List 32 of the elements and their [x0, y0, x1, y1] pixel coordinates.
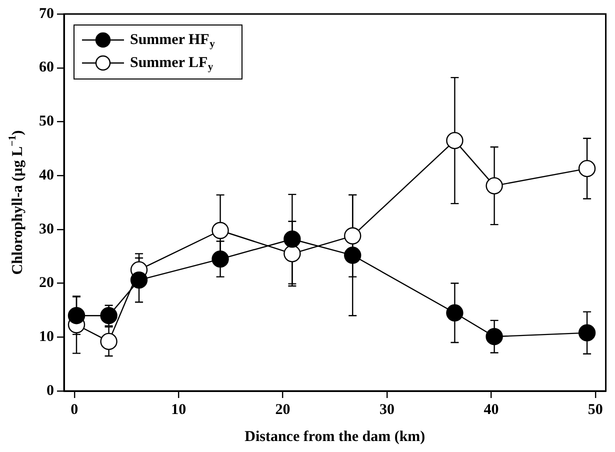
y-tick-label: 50: [39, 114, 54, 130]
point: [446, 304, 464, 322]
y-tick-label: 70: [39, 6, 54, 22]
point: [578, 324, 596, 342]
x-tick-label: 20: [275, 402, 290, 418]
point: [212, 250, 229, 268]
x-tick-label: 10: [171, 402, 186, 418]
point: [284, 245, 301, 262]
point: [578, 160, 596, 178]
y-tick-label: 60: [39, 60, 54, 76]
y-tick-label: 30: [39, 221, 54, 238]
x-tick-label: 40: [484, 402, 499, 418]
y-tick-label: 20: [39, 275, 54, 292]
point: [344, 227, 362, 244]
y-axis-title: Chlorophyll-a (µg L−1): [7, 130, 26, 275]
point: [284, 230, 301, 248]
y-tick-label: 40: [39, 167, 54, 184]
point: [446, 132, 464, 150]
point: [486, 328, 503, 346]
y-tick-label: 0: [46, 382, 54, 399]
x-tick-label: 30: [379, 402, 394, 418]
point: [486, 177, 503, 194]
y-tick-label: 10: [39, 329, 54, 346]
point: [130, 271, 148, 289]
point: [344, 246, 362, 264]
point: [212, 222, 229, 240]
x-axis-title: Distance from the dam (km): [244, 428, 426, 445]
x-tick-label: 0: [70, 402, 78, 418]
x-tick-label: 50: [588, 402, 603, 418]
point: [100, 332, 118, 350]
point: [100, 307, 118, 324]
point: [68, 307, 86, 324]
